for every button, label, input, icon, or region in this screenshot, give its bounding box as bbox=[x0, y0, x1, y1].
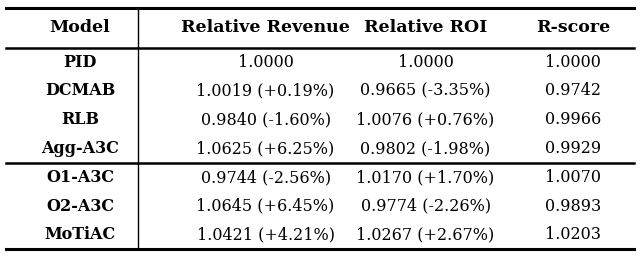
Text: O1-A3C: O1-A3C bbox=[46, 169, 114, 186]
Text: 1.0267 (+2.67%): 1.0267 (+2.67%) bbox=[356, 226, 495, 243]
Text: 0.9966: 0.9966 bbox=[545, 111, 601, 128]
Text: Model: Model bbox=[50, 19, 110, 36]
Text: 0.9893: 0.9893 bbox=[545, 198, 601, 215]
Text: O2-A3C: O2-A3C bbox=[46, 198, 114, 215]
Text: PID: PID bbox=[63, 53, 97, 70]
Text: 0.9742: 0.9742 bbox=[545, 82, 601, 99]
Text: 1.0000: 1.0000 bbox=[397, 53, 454, 70]
Text: 1.0076 (+0.76%): 1.0076 (+0.76%) bbox=[356, 111, 495, 128]
Text: 1.0000: 1.0000 bbox=[545, 53, 601, 70]
Text: 1.0625 (+6.25%): 1.0625 (+6.25%) bbox=[196, 140, 335, 157]
Text: 1.0000: 1.0000 bbox=[237, 53, 294, 70]
Text: 0.9929: 0.9929 bbox=[545, 140, 601, 157]
Text: 0.9744 (-2.56%): 0.9744 (-2.56%) bbox=[200, 169, 331, 186]
Text: 0.9840 (-1.60%): 0.9840 (-1.60%) bbox=[200, 111, 331, 128]
Text: R-score: R-score bbox=[536, 19, 610, 36]
Text: RLB: RLB bbox=[61, 111, 99, 128]
Text: DCMAB: DCMAB bbox=[45, 82, 115, 99]
Text: 0.9774 (-2.26%): 0.9774 (-2.26%) bbox=[360, 198, 491, 215]
Text: Relative Revenue: Relative Revenue bbox=[181, 19, 350, 36]
Text: 1.0203: 1.0203 bbox=[545, 226, 601, 243]
Text: Agg-A3C: Agg-A3C bbox=[41, 140, 119, 157]
Text: 0.9802 (-1.98%): 0.9802 (-1.98%) bbox=[360, 140, 491, 157]
Text: 1.0170 (+1.70%): 1.0170 (+1.70%) bbox=[356, 169, 495, 186]
Text: 1.0421 (+4.21%): 1.0421 (+4.21%) bbox=[196, 226, 335, 243]
Text: 0.9665 (-3.35%): 0.9665 (-3.35%) bbox=[360, 82, 491, 99]
Text: 1.0019 (+0.19%): 1.0019 (+0.19%) bbox=[196, 82, 335, 99]
Text: 1.0645 (+6.45%): 1.0645 (+6.45%) bbox=[196, 198, 335, 215]
Text: MoTiAC: MoTiAC bbox=[44, 226, 116, 243]
Text: Relative ROI: Relative ROI bbox=[364, 19, 487, 36]
Text: 1.0070: 1.0070 bbox=[545, 169, 601, 186]
